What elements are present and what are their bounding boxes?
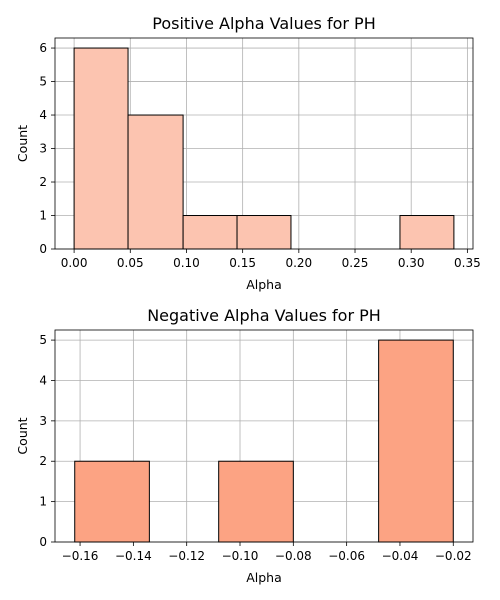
histogram-bar (399, 215, 455, 250)
y-tick-label: 2 (39, 454, 47, 468)
x-axis-label: Alpha (246, 277, 282, 292)
chart-title: Positive Alpha Values for PH (152, 14, 375, 33)
y-tick-label: 4 (39, 108, 47, 122)
x-tick-label: 0.35 (454, 256, 481, 270)
x-tick-label: 0.30 (398, 256, 425, 270)
histogram-bar (218, 460, 294, 543)
histogram-bar (236, 215, 292, 250)
x-tick-label: −0.12 (168, 549, 205, 563)
negative-alpha-chart: Negative Alpha Values for PH Alpha Count… (15, 306, 474, 585)
x-tick-label: −0.04 (382, 549, 419, 563)
histogram-bars (74, 339, 454, 543)
y-axis-label: Count (15, 125, 30, 162)
chart-title: Negative Alpha Values for PH (147, 306, 381, 325)
x-tick-label: −0.08 (275, 549, 312, 563)
x-tick-label: −0.02 (435, 549, 472, 563)
histogram-bar (182, 215, 238, 250)
x-tick-label: 0.25 (342, 256, 369, 270)
plot-frame (54, 37, 474, 250)
x-tick-label: −0.06 (328, 549, 365, 563)
histogram-bar (378, 339, 454, 543)
y-tick-label: 0 (39, 535, 47, 549)
y-tick-label: 1 (39, 209, 47, 223)
y-tick-label: 3 (39, 414, 47, 428)
y-tick-label: 2 (39, 175, 47, 189)
x-tick-label: −0.10 (222, 549, 259, 563)
x-tick-label: 0.05 (117, 256, 144, 270)
x-tick-label: 0.10 (173, 256, 200, 270)
positive-alpha-chart: Positive Alpha Values for PH Alpha Count… (15, 14, 481, 292)
x-tick-label: 0.20 (285, 256, 312, 270)
y-axis-label: Count (15, 417, 30, 454)
axis-ticks: −0.16 −0.14 −0.12 −0.10 −0.08 −0.06 −0.04 −0.02… (39, 333, 471, 563)
y-tick-label: 5 (39, 333, 47, 347)
plot-frame (54, 329, 474, 543)
x-tick-label: −0.16 (62, 549, 99, 563)
histogram-bar (73, 47, 129, 250)
y-tick-label: 0 (39, 242, 47, 256)
y-tick-label: 4 (39, 373, 47, 387)
histogram-bar (74, 460, 150, 543)
axis-ticks: 0.00 0.05 0.10 0.15 0.20 0.25 0.30 0.35 0 1 2 3 4 5 6 (39, 41, 480, 270)
y-tick-label: 6 (39, 41, 47, 55)
x-tick-label: 0.15 (229, 256, 256, 270)
y-tick-label: 1 (39, 495, 47, 509)
x-tick-label: −0.14 (115, 549, 152, 563)
y-tick-label: 3 (39, 142, 47, 156)
histogram-bars (73, 47, 455, 250)
x-axis-label: Alpha (246, 570, 282, 585)
histogram-bar (127, 114, 184, 250)
y-tick-label: 5 (39, 75, 47, 89)
x-tick-label: 0.00 (61, 256, 88, 270)
